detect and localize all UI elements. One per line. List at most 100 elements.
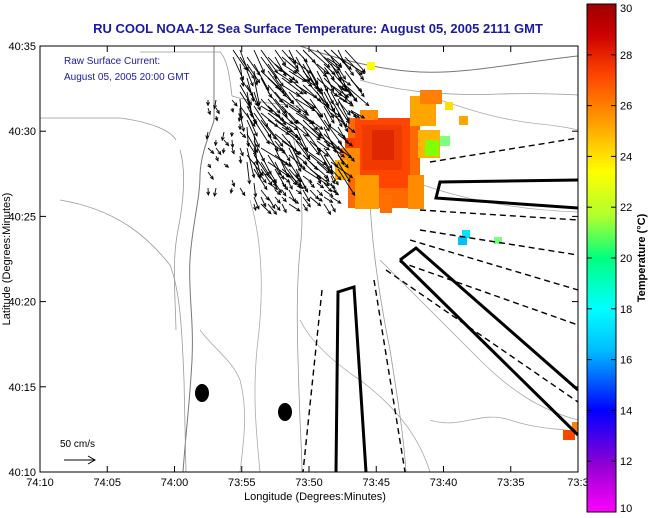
- current-vector: [316, 182, 325, 189]
- current-vector: [337, 133, 354, 147]
- current-vector: [253, 203, 257, 212]
- current-vector: [274, 203, 281, 212]
- sst-pixel-cyan-2: [458, 237, 467, 245]
- current-vector: [207, 107, 211, 116]
- northern-coast-2: [359, 79, 578, 96]
- current-vector: [215, 147, 222, 156]
- colorbar-tick-label: 30: [620, 3, 632, 15]
- current-vector: [215, 155, 219, 162]
- bathymetry-contour-8: [439, 99, 578, 131]
- current-vector: [230, 131, 234, 138]
- current-vector: [253, 196, 260, 210]
- current-vector: [231, 179, 236, 188]
- current-vector: [206, 99, 210, 107]
- sst-pixel-southeast-2: [572, 422, 578, 431]
- current-vector: [281, 189, 287, 197]
- current-vector: [323, 182, 333, 193]
- current-vector: [281, 49, 299, 69]
- current-vector: [323, 196, 334, 203]
- current-vector: [281, 77, 304, 95]
- x-tick-label: 73:35: [497, 477, 525, 489]
- current-vector: [274, 70, 293, 84]
- shipping-lanes: [334, 178, 578, 472]
- colorbar-tick-label: 28: [620, 50, 632, 62]
- y-tick-label: 40:15: [8, 382, 36, 394]
- coastline: [40, 46, 215, 472]
- bay-contour: [59, 199, 187, 472]
- colorbar-tick-label: 20: [620, 253, 632, 265]
- current-vector: [229, 187, 234, 195]
- current-vector: [316, 175, 321, 185]
- x-tick-label: 74:05: [93, 477, 121, 489]
- current-vector: [267, 126, 284, 148]
- current-vector: [330, 189, 340, 196]
- current-vector: [281, 203, 287, 214]
- current-vector: [323, 203, 332, 216]
- current-vector: [309, 140, 329, 157]
- current-vector: [330, 56, 346, 80]
- current-vector: [288, 140, 303, 169]
- bathymetry-contour-2: [369, 199, 407, 472]
- y-tick-label: 40:35: [8, 41, 36, 53]
- current-vector: [295, 189, 303, 195]
- current-vector: [288, 203, 301, 212]
- sst-pixel-cyan: [462, 230, 470, 238]
- current-vector: [253, 49, 265, 74]
- current-vector: [253, 168, 268, 191]
- current-vector: [323, 154, 333, 170]
- current-vector: [230, 107, 235, 113]
- current-vectors: [205, 49, 370, 216]
- current-vector: [338, 76, 352, 86]
- current-vector: [323, 161, 339, 186]
- current-vector: [274, 196, 281, 204]
- current-vector: [213, 139, 218, 147]
- current-vector: [350, 79, 363, 93]
- current-vector: [316, 161, 331, 174]
- current-vector: [337, 112, 349, 133]
- land-contour: [40, 117, 177, 141]
- northern-coast: [299, 46, 578, 73]
- y-tick-label: 40:30: [8, 126, 36, 138]
- current-vector: [231, 147, 235, 155]
- station-marker-2: [278, 403, 292, 421]
- x-tick-label: 73:45: [362, 477, 390, 489]
- current-vector: [323, 112, 332, 128]
- current-vector: [288, 119, 310, 137]
- current-vector: [355, 69, 365, 81]
- current-vector: [230, 139, 235, 149]
- current-vector: [333, 92, 348, 103]
- current-vector: [288, 182, 293, 190]
- colorbar-label: Temperature (°C): [636, 213, 648, 302]
- current-vector: [302, 133, 320, 156]
- current-vector: [246, 112, 258, 137]
- current-vector: [281, 63, 298, 74]
- current-vector: [246, 70, 254, 87]
- x-tick-label: 73:40: [430, 477, 458, 489]
- x-tick-label: 73:50: [295, 477, 323, 489]
- x-tick-label: 74:00: [161, 477, 189, 489]
- current-vector: [316, 112, 330, 132]
- current-vector: [281, 56, 300, 72]
- current-vector: [323, 175, 330, 183]
- current-vector: [316, 77, 339, 97]
- current-vector: [207, 163, 212, 169]
- current-vector: [207, 147, 215, 155]
- bathymetry-contour-7: [199, 329, 246, 472]
- scale-arrow: [64, 455, 97, 465]
- bathymetry-contour-3: [249, 199, 262, 472]
- current-vector: [302, 203, 308, 212]
- current-vector: [330, 105, 343, 128]
- current-vector: [274, 49, 287, 66]
- y-tick-label: 40:25: [8, 211, 36, 223]
- current-vector: [288, 189, 296, 203]
- current-vector: [337, 56, 366, 74]
- current-vector: [323, 189, 334, 198]
- colorbar-tick-label: 14: [620, 405, 632, 417]
- current-vector: [337, 105, 350, 124]
- current-vector: [338, 101, 351, 116]
- x-tick-label: 73:3: [567, 477, 588, 489]
- plot-area: [40, 46, 578, 472]
- current-vector: [309, 182, 315, 189]
- current-vector: [302, 182, 309, 193]
- current-vector: [323, 140, 346, 158]
